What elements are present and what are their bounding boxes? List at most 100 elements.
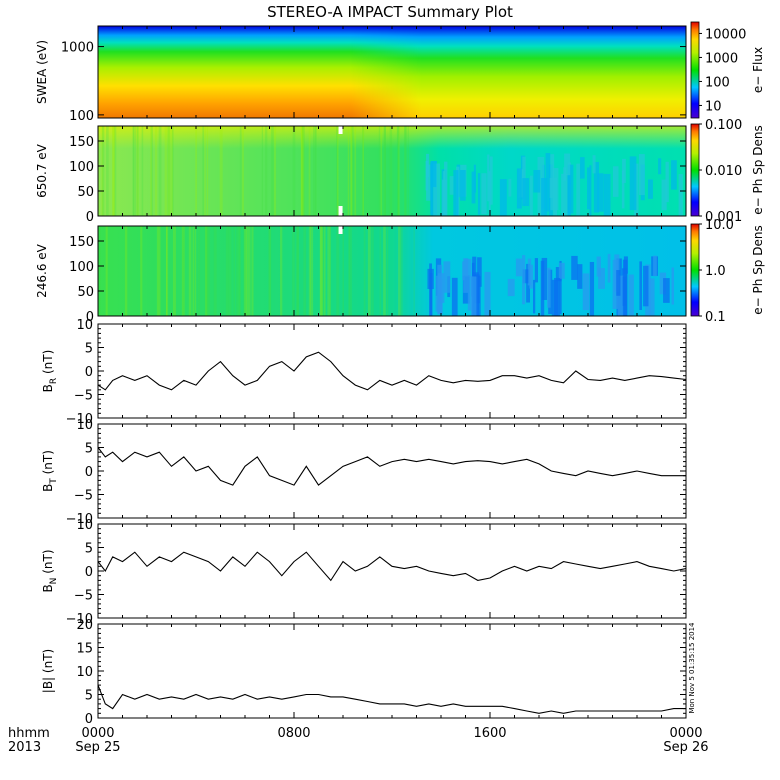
heatmap-streak <box>592 155 596 174</box>
y-tick-label: −10 <box>66 612 93 627</box>
heatmap-texture <box>204 226 208 316</box>
heatmap-streak <box>607 253 611 283</box>
heatmap-texture <box>241 126 244 216</box>
y-tick-label: 10 <box>76 518 93 533</box>
heatmap-texture <box>378 126 381 216</box>
heatmap-texture <box>251 226 254 316</box>
colorbar <box>690 123 700 217</box>
heatmap-streak <box>612 259 619 309</box>
heatmap-texture <box>228 226 232 316</box>
heatmap-streak <box>554 277 561 316</box>
spectrogram-panel-1: 100 1000 SWEA (eV) 10 100 1000 10000 e− Flux <box>35 21 765 124</box>
heatmap-texture <box>329 226 331 316</box>
heatmap-texture <box>379 226 382 316</box>
heatmap-streak <box>639 261 642 310</box>
heatmap-texture <box>239 126 242 216</box>
heatmap-texture <box>413 226 415 316</box>
y-tick-label: 100 <box>69 109 94 124</box>
y-tick-label: 5 <box>85 689 93 704</box>
heatmap-streak <box>553 177 558 216</box>
heatmap-streak <box>643 265 649 307</box>
heatmap-streak <box>430 161 437 188</box>
heatmap-streak <box>545 153 551 212</box>
heatmap-texture <box>272 126 274 216</box>
y-tick-label: −10 <box>66 512 93 527</box>
y-tick-label: 5 <box>85 542 93 557</box>
heatmap-streak <box>598 267 605 289</box>
heatmap-streak <box>430 162 433 215</box>
heatmap-streak <box>449 176 454 195</box>
heatmap-texture <box>124 226 128 316</box>
heatmap-texture <box>319 226 323 316</box>
heatmap-texture <box>350 126 353 216</box>
heatmap-texture <box>348 226 351 316</box>
colorbar-tick-label: 0.100 <box>705 118 742 133</box>
heatmap-streak <box>559 260 562 315</box>
heatmap-streak <box>661 179 667 211</box>
data-gap <box>338 126 343 134</box>
heatmap-texture <box>389 126 393 216</box>
y-tick-label: 10 <box>76 318 93 333</box>
y-tick-label: 1000 <box>61 41 94 56</box>
y-tick-label: 0 <box>86 210 94 225</box>
y-axis-label: BR (nT) <box>41 350 59 393</box>
heatmap-streak <box>467 275 474 311</box>
heatmap-texture <box>310 226 314 316</box>
heatmap-streak <box>477 173 481 215</box>
colorbar-tick-label: 10.0 <box>705 218 734 233</box>
ylabel-main: B <box>41 384 55 392</box>
heatmap-texture <box>327 226 330 316</box>
heatmap-streak <box>433 163 441 216</box>
heatmap-streak <box>665 161 669 203</box>
y-tick-label: 15 <box>76 642 93 657</box>
y-tick-label: 50 <box>77 185 94 200</box>
heatmap-texture <box>136 126 139 216</box>
heatmap-texture <box>140 226 143 316</box>
heatmap-texture <box>156 226 159 316</box>
heatmap-texture <box>336 126 339 216</box>
heatmap-streak <box>533 279 536 314</box>
heatmap-texture <box>336 126 339 216</box>
ylabel-unit: (nT) <box>41 350 55 378</box>
heatmap-texture <box>141 126 144 216</box>
heatmap-streak <box>522 269 529 284</box>
heatmap-streak <box>426 164 432 201</box>
ylabel-subscript: N <box>49 578 59 585</box>
heatmap-texture <box>301 126 304 216</box>
heatmap-streak <box>547 267 551 308</box>
colorbar-label: e− Flux <box>751 47 765 93</box>
heatmap-streak <box>529 264 533 289</box>
heatmap-streak <box>582 273 590 311</box>
heatmap-streak <box>550 154 555 211</box>
heatmap-texture <box>396 126 400 216</box>
heatmap-texture <box>170 126 173 216</box>
x-axis-label-line2: 2013 <box>8 740 41 755</box>
heatmap-streak <box>529 175 533 216</box>
data-gap <box>338 206 343 216</box>
heatmap-texture <box>399 226 403 316</box>
heatmap-streak <box>429 273 433 316</box>
y-tick-label: −5 <box>74 489 93 504</box>
heatmap-streak <box>441 179 447 216</box>
timestamp-note: Mon Nov 5 01:35:15 2014 <box>688 622 696 714</box>
x-tick-date-label: Sep 25 <box>75 740 120 755</box>
heatmap-texture <box>106 126 109 216</box>
heatmap-streak <box>671 160 677 190</box>
colorbar-tick-label: 0.001 <box>705 210 742 225</box>
heatmap-texture <box>243 226 246 316</box>
x-tick-label: 0000 <box>669 726 702 741</box>
heatmap-texture <box>323 226 326 316</box>
heatmap-streak <box>658 158 662 175</box>
heatmap-streak <box>460 170 466 201</box>
heatmap-streak <box>541 257 548 300</box>
heatmap-streak <box>437 279 443 315</box>
y-tick-label: 100 <box>69 260 94 275</box>
heatmap-texture <box>386 226 389 316</box>
heatmap-texture <box>167 126 170 216</box>
heatmap-texture <box>301 126 305 216</box>
heatmap-texture <box>188 226 192 316</box>
heatmap-texture <box>236 226 238 316</box>
heatmap-streak <box>659 272 667 295</box>
heatmap-streak <box>462 261 465 281</box>
